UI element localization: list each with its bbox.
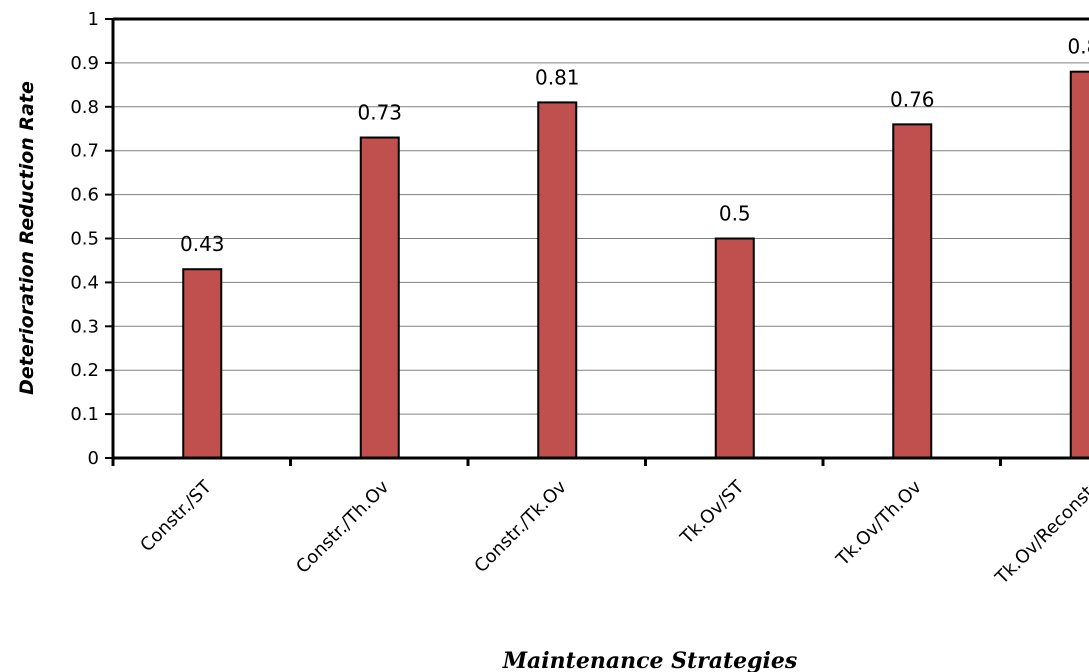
y-axis-label: Deterioration Reduction Rate — [16, 81, 38, 395]
bar — [892, 123, 933, 460]
y-tick-label: 0.4 — [70, 272, 99, 293]
y-tick-label: 0.3 — [70, 316, 99, 337]
y-tick-label: 0.9 — [70, 53, 99, 74]
y-tick-label: 0.1 — [70, 404, 99, 425]
y-tick-label: 0.6 — [70, 185, 99, 206]
bars — [182, 70, 1089, 460]
category-label: Constr./Tk.Ov — [470, 476, 571, 577]
data-labels: 0.43 0.73 0.81 0.5 0.76 0.88 — [180, 35, 1089, 257]
y-tick-label: 0.2 — [70, 360, 99, 381]
axes — [105, 17, 1089, 466]
y-tick-label: 0.7 — [70, 141, 99, 162]
x-axis-label: Maintenance Strategies — [502, 648, 798, 672]
category-label: Constr./ST — [136, 476, 216, 556]
y-tick-label: 0 — [88, 448, 99, 469]
bar — [537, 101, 578, 459]
data-label: 0.88 — [1067, 35, 1089, 59]
category-label: Constr./Th.Ov — [292, 476, 393, 577]
data-label: 0.81 — [535, 65, 580, 89]
category-label: Tk.Ov/ST — [676, 476, 749, 549]
bar — [359, 136, 400, 459]
y-tick-label: 0.8 — [70, 97, 99, 118]
data-label: 0.5 — [719, 202, 751, 226]
bar — [1069, 70, 1089, 460]
y-tick-labels: 0 0.1 0.2 0.3 0.4 0.5 0.6 0.7 0.8 0.9 1 — [70, 9, 99, 469]
category-label: Tk.Ov/Th.Ov — [832, 476, 926, 570]
data-label: 0.43 — [180, 232, 225, 256]
data-label: 0.73 — [357, 101, 402, 125]
y-tick-label: 1 — [88, 9, 99, 30]
y-tick-label: 0.5 — [70, 229, 99, 250]
data-label: 0.76 — [890, 87, 935, 111]
bar — [714, 237, 755, 459]
bar — [182, 268, 223, 460]
category-label: Tk.Ov/Reconstr — [991, 476, 1089, 589]
gridlines — [113, 18, 1089, 415]
category-labels: Constr./ST Constr./Th.Ov Constr./Tk.Ov Tk.O… — [136, 476, 1089, 589]
